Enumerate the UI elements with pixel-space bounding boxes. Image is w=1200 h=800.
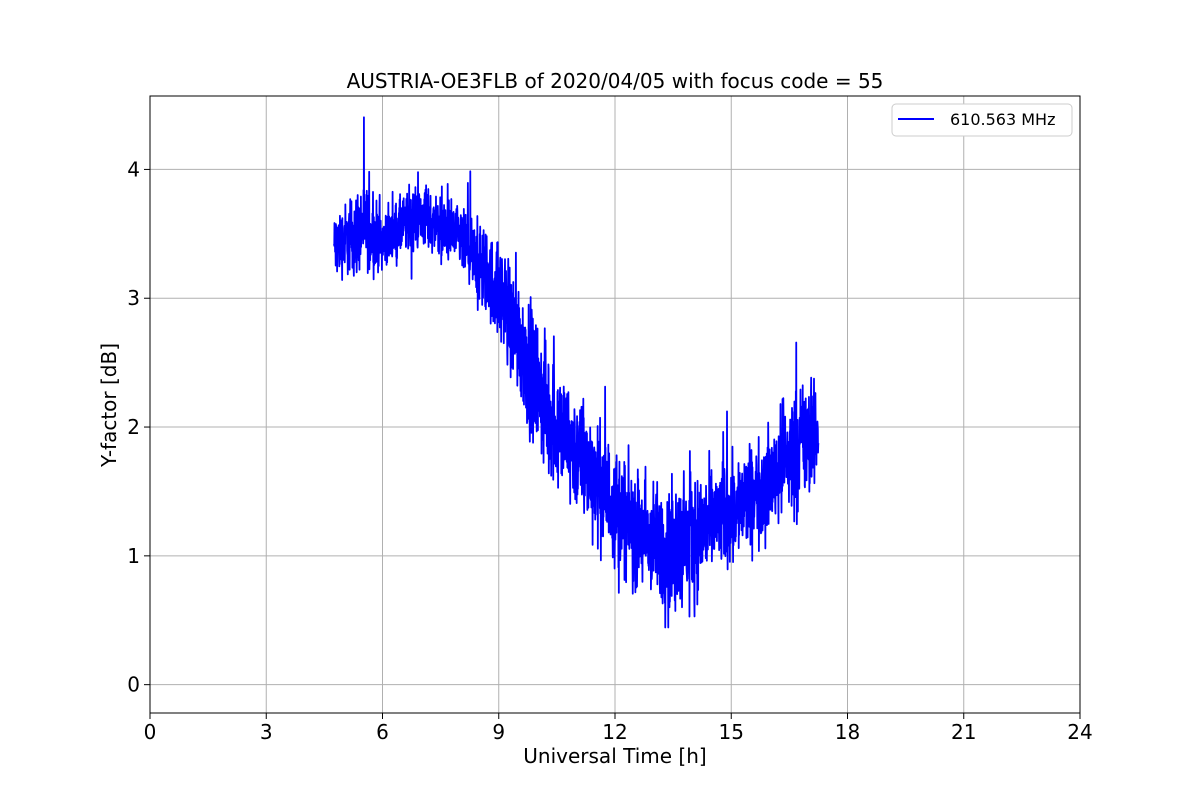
x-tick-label: 0 — [144, 720, 157, 744]
legend-label: 610.563 MHz — [950, 110, 1055, 129]
legend-box — [891, 103, 1073, 137]
y-axis-label: Y-factor [dB] — [97, 343, 121, 468]
y-tick-label: 4 — [127, 157, 140, 181]
series-line-610-563-mhz — [333, 116, 820, 629]
x-tick-label: 24 — [1067, 720, 1092, 744]
x-tick-label: 3 — [260, 720, 273, 744]
x-tick-label: 21 — [951, 720, 976, 744]
grid — [150, 96, 1080, 713]
x-tick-label: 18 — [835, 720, 860, 744]
y-tick-label: 2 — [127, 415, 140, 439]
y-tick-label: 1 — [127, 544, 140, 568]
series-layer — [333, 116, 820, 629]
x-tick-label: 6 — [376, 720, 389, 744]
x-axis-label: Universal Time [h] — [523, 744, 706, 768]
y-tick-label: 0 — [127, 673, 140, 697]
legend: 610.563 MHz — [891, 103, 1073, 137]
x-tick-label: 12 — [602, 720, 627, 744]
chart-title: AUSTRIA-OE3FLB of 2020/04/05 with focus … — [347, 69, 884, 93]
y-tick-label: 3 — [127, 286, 140, 310]
x-tick-label: 9 — [492, 720, 505, 744]
x-tick-label: 15 — [719, 720, 744, 744]
